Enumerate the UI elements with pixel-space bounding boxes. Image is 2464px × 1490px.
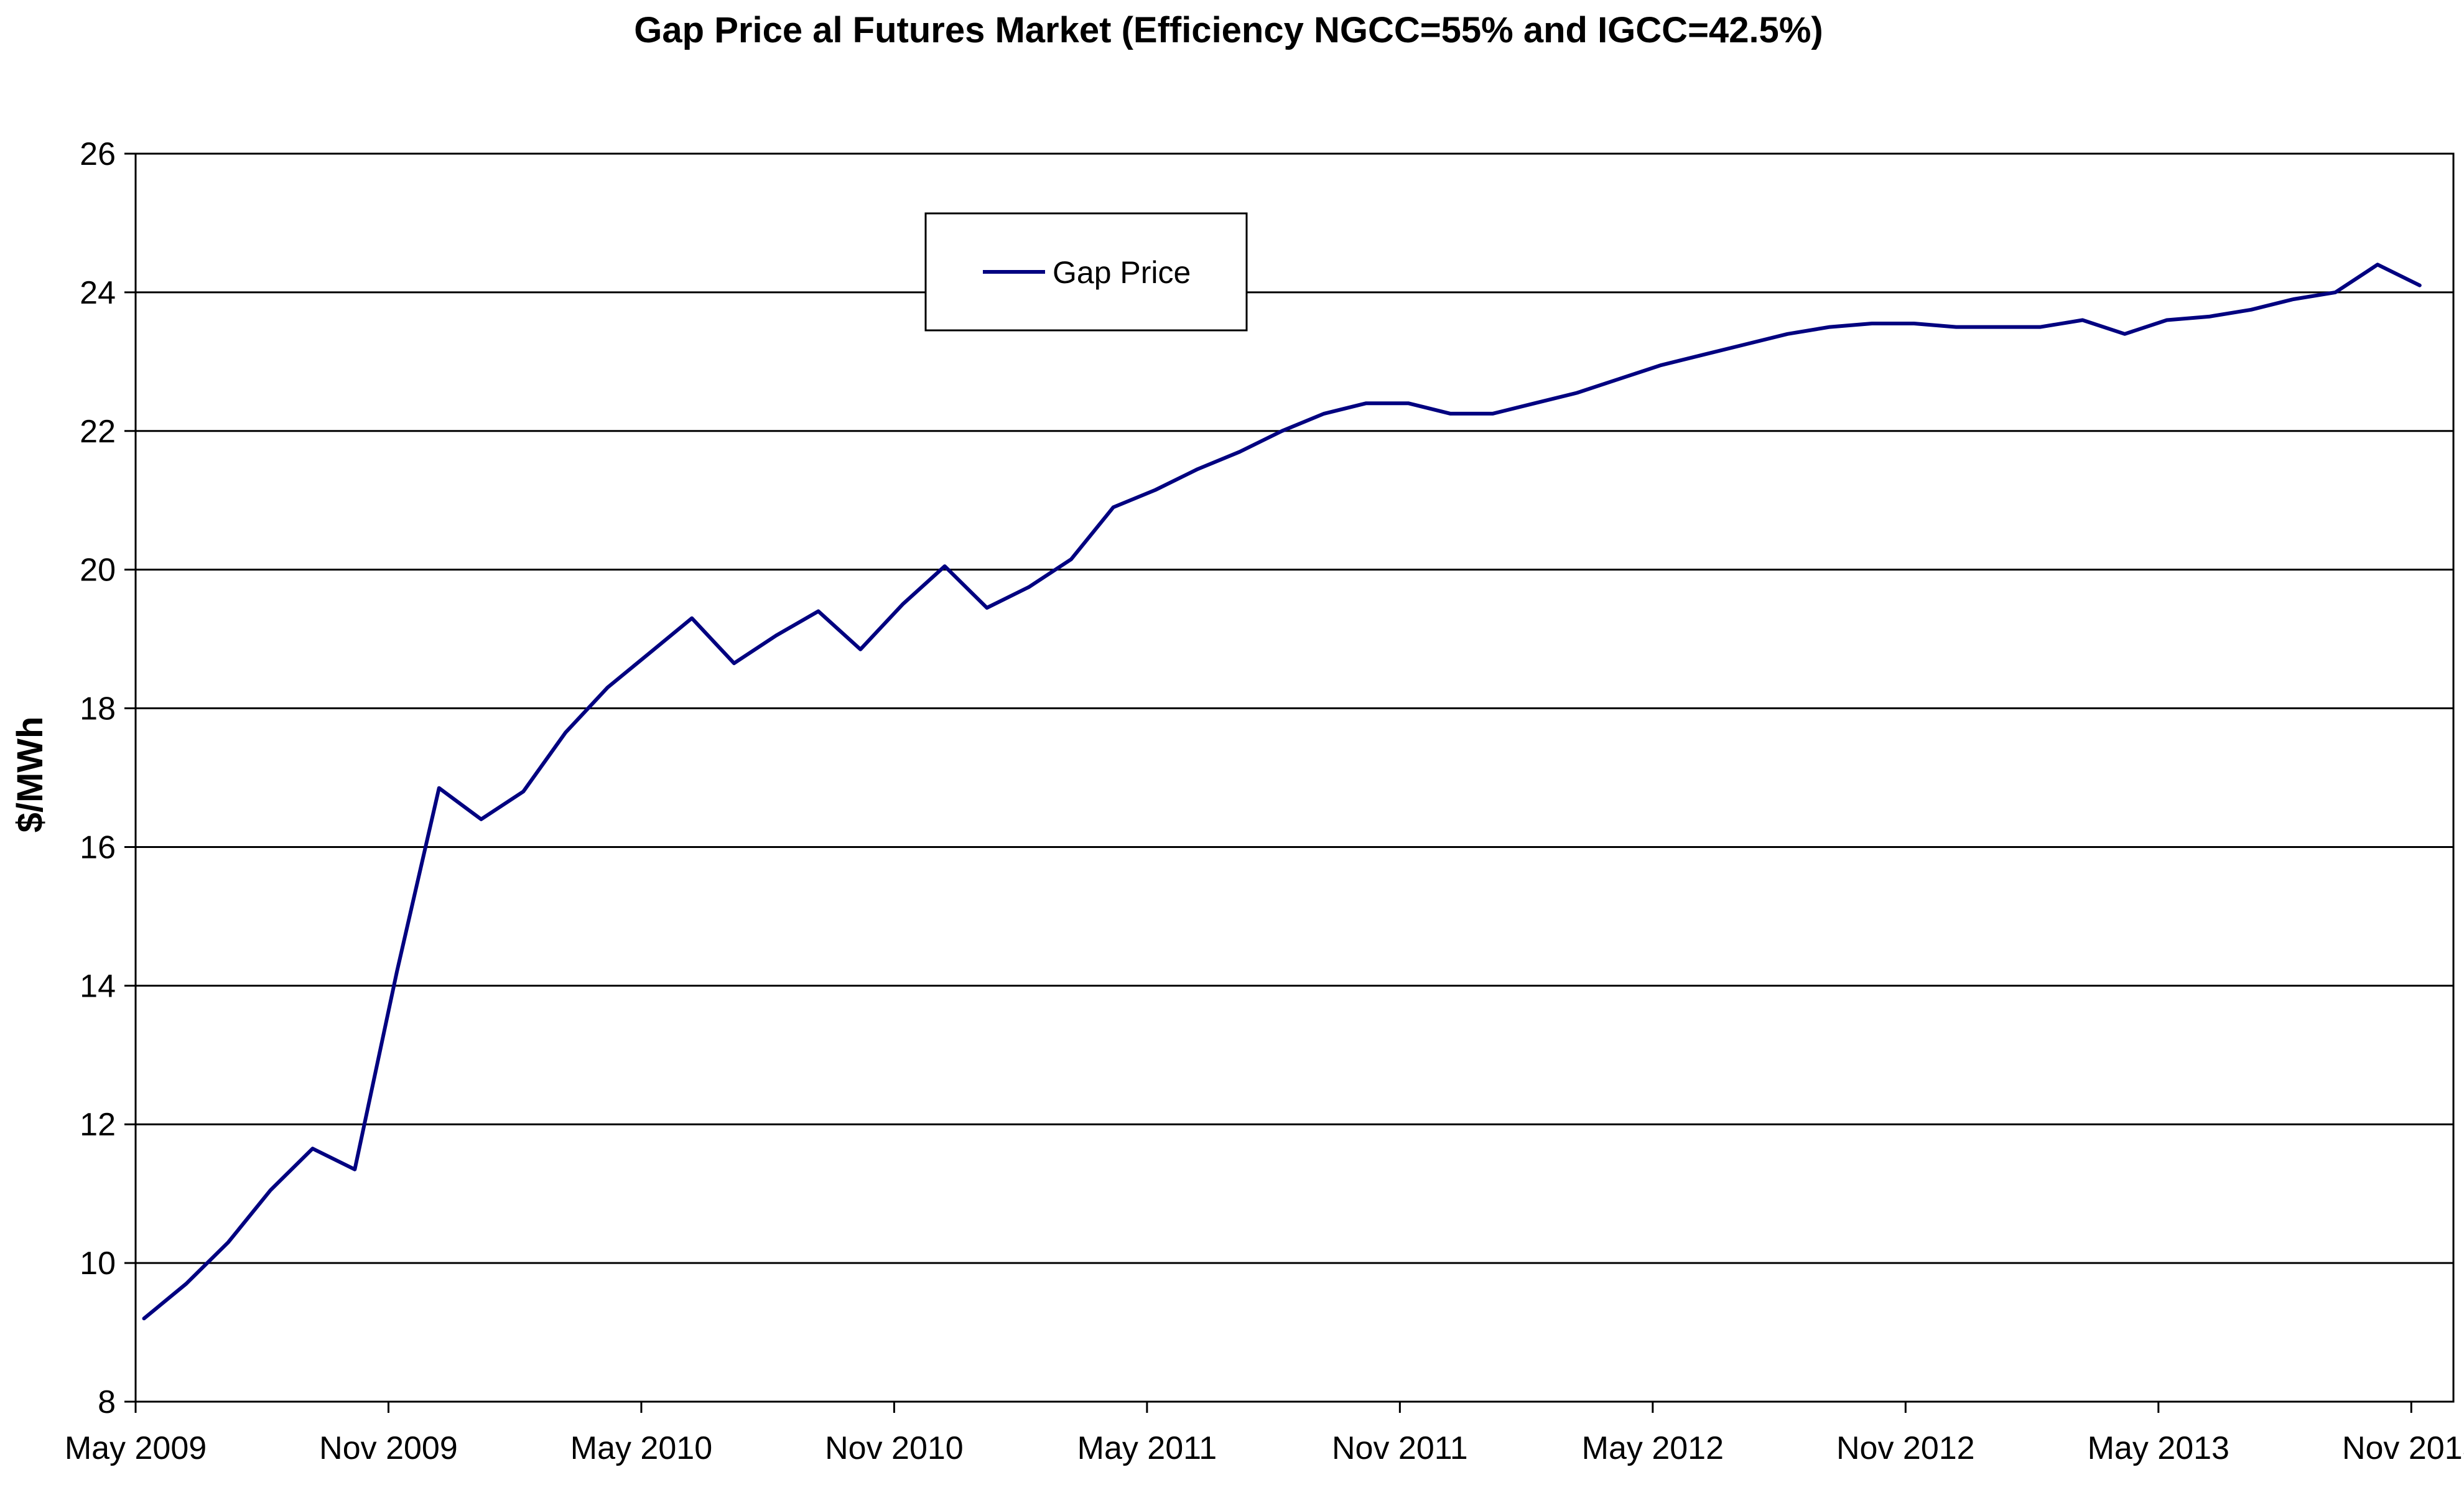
y-tick-label: 16: [80, 829, 116, 865]
x-tick-label: May 2012: [1582, 1430, 1724, 1466]
y-tick-label: 26: [80, 136, 116, 172]
x-tick-label: Nov 2012: [1836, 1430, 1975, 1466]
x-tick-label: Nov 2013: [2342, 1430, 2464, 1466]
y-tick-label: 14: [80, 968, 116, 1004]
series-layer: [142, 263, 2422, 1321]
x-tick-label: May 2010: [570, 1430, 712, 1466]
x-tick-label: Nov 2010: [825, 1430, 964, 1466]
x-tick-label: May 2011: [1077, 1430, 1217, 1466]
chart-title: Gap Price al Futures Market (Efficiency …: [634, 10, 1823, 50]
y-tick-label: 12: [80, 1107, 116, 1143]
x-tick-label: May 2009: [65, 1430, 207, 1466]
x-tick-label: May 2013: [2088, 1430, 2229, 1466]
x-tick-label: Nov 2009: [319, 1430, 458, 1466]
y-tick-label: 20: [80, 552, 116, 589]
legend: Gap Price: [924, 212, 1248, 332]
gridlines: [136, 291, 2453, 1264]
series-line-gap-price: [142, 263, 2422, 1321]
x-tick-label: Nov 2011: [1332, 1430, 1468, 1466]
legend-box: [924, 212, 1248, 332]
y-tick-label: 18: [80, 691, 116, 727]
y-tick-label: 22: [80, 414, 116, 450]
y-tick-label: 8: [98, 1384, 116, 1420]
y-tick-label: 10: [80, 1246, 116, 1282]
legend-label-gap-price: Gap Price: [1053, 255, 1191, 290]
y-axis: 8 10 12 14 16 18 20 22 24 26: [80, 136, 136, 1420]
y-axis-label: $/MWh: [10, 717, 50, 833]
plot-frame: [134, 152, 2455, 1403]
y-tick-label: 24: [80, 275, 116, 311]
x-axis: May 2009 Nov 2009 May 2010 Nov 2010 May 2011…: [65, 1402, 2464, 1466]
